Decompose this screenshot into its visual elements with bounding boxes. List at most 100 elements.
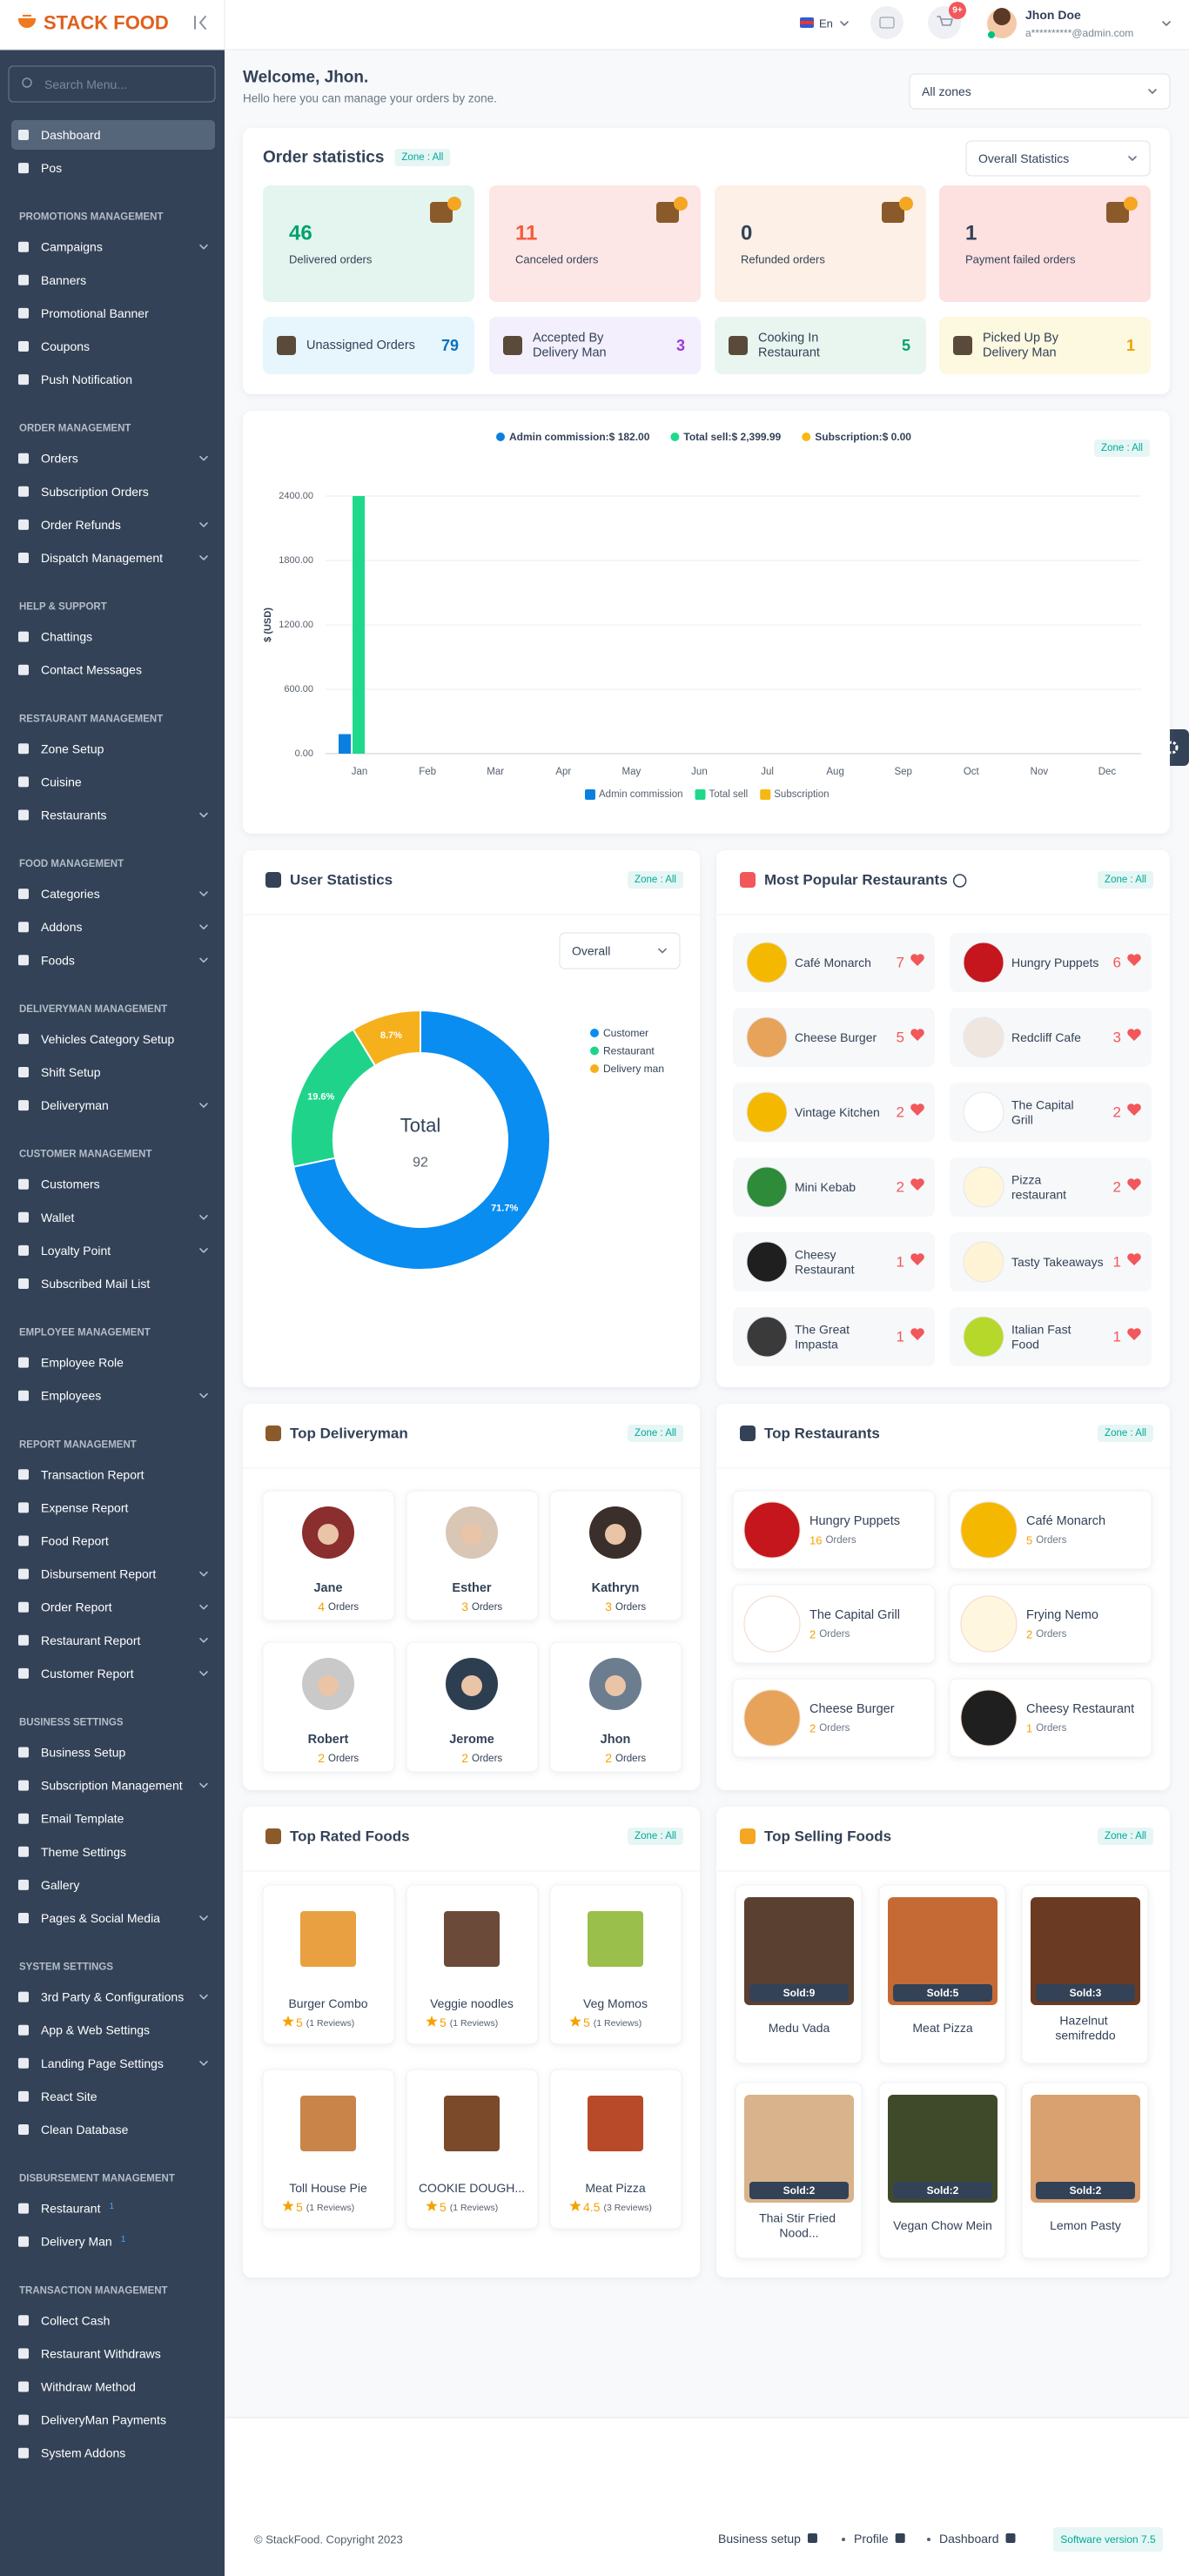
menu-item[interactable]: Contact Messages [41, 663, 142, 677]
food-name: Meat Pizza [912, 2021, 972, 2035]
zone-badge-text: Zone : All [635, 1428, 676, 1439]
menu-item[interactable]: React Site [41, 2090, 97, 2103]
menu-item[interactable]: Email Template [41, 1812, 124, 1826]
dropdown-text[interactable]: All zones [922, 84, 971, 98]
menu-item[interactable]: Restaurant Withdraws [41, 2346, 161, 2360]
menu-item[interactable]: Loyalty Point [41, 1244, 111, 1258]
card [243, 411, 1170, 834]
status-icon [953, 336, 972, 355]
menu-item[interactable]: Coupons [41, 339, 90, 353]
menu-item[interactable]: Food Report [41, 1534, 109, 1548]
deliveryman-face [461, 1675, 482, 1696]
menu-icon [18, 163, 29, 174]
footer-link[interactable]: Business setup [718, 2532, 801, 2546]
food-name: Hazelnut semifreddo [1055, 2014, 1115, 2043]
food-image [744, 2095, 854, 2203]
sidebar-section-title: FOOD MANAGEMENT [19, 859, 124, 869]
slice-label: 8.7% [380, 1030, 402, 1041]
dropdown[interactable] [965, 140, 1151, 177]
restaurant-count: 2 [1113, 1179, 1121, 1196]
menu-item[interactable]: Dispatch Management [41, 551, 163, 565]
search-box[interactable] [8, 65, 216, 103]
zone-badge [1094, 439, 1150, 457]
menu-item[interactable]: Campaigns [41, 240, 103, 254]
footer-link[interactable]: Profile [854, 2532, 889, 2546]
food-image [1031, 1897, 1140, 2005]
heart-icon [1127, 954, 1141, 966]
menu-item[interactable]: Restaurant [41, 2202, 101, 2216]
menu-item[interactable]: Order Refunds [41, 518, 121, 532]
menu-item[interactable]: Business Setup [41, 1746, 125, 1760]
zone-badge [1098, 1828, 1153, 1845]
menu-item[interactable]: Chattings [41, 630, 92, 644]
dropdown-text[interactable]: Overall Statistics [978, 151, 1069, 165]
menu-item[interactable]: Cuisine [41, 775, 82, 788]
menu-item[interactable]: 3rd Party & Configurations [41, 1990, 184, 2004]
menu-item[interactable]: Pages & Social Media [41, 1911, 160, 1925]
menu-item[interactable]: Transaction Report [41, 1467, 144, 1481]
menu-item[interactable]: Categories [41, 887, 100, 901]
food-image [1031, 2095, 1140, 2203]
menu-item[interactable]: Zone Setup [41, 741, 104, 755]
restaurant-count: 7 [897, 955, 904, 971]
menu-item[interactable]: Gallery [41, 1878, 79, 1892]
menu-item[interactable]: Subscription Management [41, 1779, 183, 1793]
chevron-icon [199, 957, 208, 963]
menu-item[interactable]: Collect Cash [41, 2313, 110, 2327]
dropdown[interactable] [909, 73, 1171, 110]
restaurant-logo [963, 1316, 1004, 1358]
restaurant-orders: 2 [809, 1628, 816, 1641]
footer-link[interactable]: Dashboard [939, 2532, 999, 2546]
messages-button[interactable] [870, 6, 904, 39]
restaurant-item [950, 1083, 1152, 1142]
donut-center-label: Total [400, 1115, 440, 1137]
menu-item[interactable]: Theme Settings [41, 1845, 126, 1859]
menu-item[interactable]: Push Notification [41, 372, 132, 386]
menu-item[interactable]: Deliveryman [41, 1098, 109, 1112]
menu-item[interactable]: Expense Report [41, 1500, 129, 1514]
food-reviews: (3 Reviews) [603, 2203, 651, 2213]
menu-item[interactable]: Subscribed Mail List [41, 1277, 150, 1291]
menu-item[interactable]: Delivery Man [41, 2235, 112, 2249]
restaurant-logo [963, 1016, 1004, 1058]
menu-item[interactable]: Disbursement Report [41, 1567, 156, 1581]
menu-item[interactable]: Customers [41, 1177, 100, 1191]
restaurant-count: 2 [1113, 1104, 1121, 1121]
menu-item[interactable]: System Addons [41, 2446, 125, 2460]
dropdown[interactable] [559, 932, 681, 969]
menu-item[interactable]: Subscription Orders [41, 485, 149, 499]
heart-icon [1127, 1253, 1141, 1265]
menu-item[interactable]: Pos [41, 161, 62, 175]
menu-item[interactable]: Landing Page Settings [41, 2056, 164, 2070]
zone-badge-text: Zone : All [635, 1831, 676, 1841]
menu-item[interactable]: Dashboard [41, 128, 101, 142]
menu-item[interactable]: Addons [41, 920, 82, 934]
menu-item[interactable]: Orders [41, 452, 78, 466]
star-icon [282, 2016, 294, 2027]
menu-item[interactable]: Employee Role [41, 1356, 124, 1370]
menu-item[interactable]: DeliveryMan Payments [41, 2413, 166, 2427]
menu-item[interactable]: Withdraw Method [41, 2380, 136, 2394]
language-select[interactable]: En [819, 17, 833, 30]
menu-item[interactable]: Promotional Banner [41, 306, 149, 320]
menu-item[interactable]: Customer Report [41, 1667, 134, 1680]
menu-item[interactable]: App & Web Settings [41, 2023, 150, 2037]
status-card [263, 317, 474, 374]
menu-item[interactable]: Order Report [41, 1600, 112, 1614]
menu-item[interactable]: Clean Database [41, 2123, 129, 2137]
menu-item[interactable]: Vehicles Category Setup [41, 1032, 175, 1046]
menu-item[interactable]: Foods [41, 953, 75, 967]
menu-icon [18, 2057, 29, 2069]
sold-label: Sold:3 [1070, 1987, 1102, 1999]
dropdown-text[interactable]: Overall [572, 944, 610, 958]
menu-item[interactable]: Shift Setup [41, 1065, 101, 1079]
menu-item[interactable]: Restaurants [41, 808, 106, 822]
restaurant-name: The Capital Grill [1011, 1098, 1077, 1127]
collapse-button[interactable] [194, 16, 206, 30]
search-placeholder: Search Menu... [44, 77, 127, 91]
menu-item[interactable]: Restaurant Report [41, 1633, 141, 1647]
menu-item[interactable]: Employees [41, 1389, 101, 1403]
menu-item[interactable]: Wallet [41, 1211, 74, 1224]
menu-item[interactable]: Banners [41, 273, 86, 287]
